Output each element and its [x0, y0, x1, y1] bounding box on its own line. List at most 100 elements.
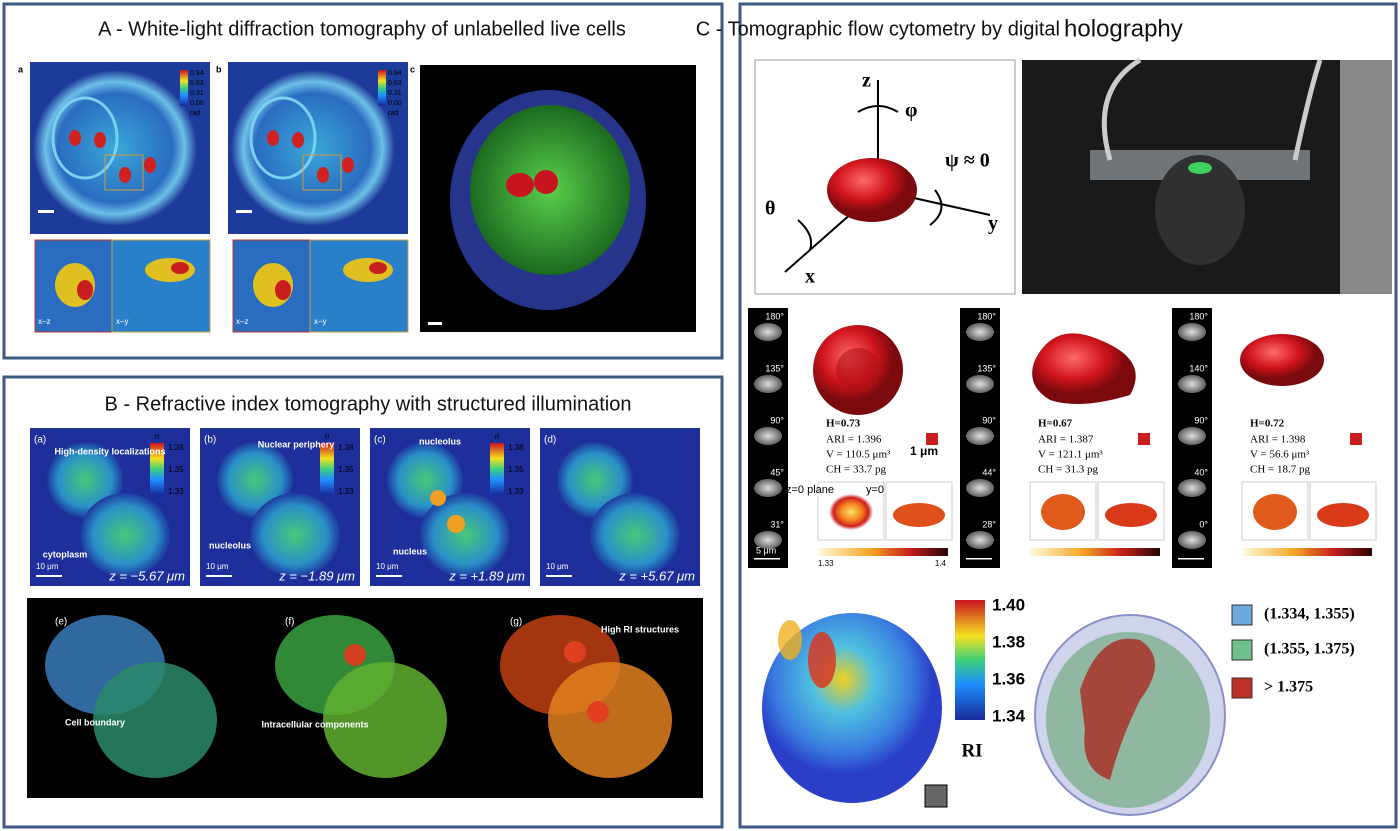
cell-3d [323, 662, 447, 778]
angle-label: 31° [770, 519, 784, 529]
slice-shape [1253, 494, 1297, 530]
z-label: z = +5.67 μm [618, 568, 695, 583]
objective [1155, 155, 1245, 265]
hotspot [94, 132, 106, 148]
scale-bar [966, 558, 992, 560]
legend-label: (1.334, 1.355) [1264, 606, 1355, 623]
annotation: High-density localizations [54, 446, 165, 456]
scale-bar [546, 575, 572, 577]
annotation: Nuclear periphery [258, 439, 335, 449]
sub-label: (d) [544, 435, 556, 446]
scale-bar [38, 210, 54, 213]
colorbar-unit: rad [388, 110, 398, 117]
annotation: nucleus [393, 546, 427, 556]
colorbar-label: 1.33 [168, 487, 184, 496]
stat-label: ARI = 1.396 [826, 434, 882, 446]
panel-frame [2, 375, 724, 829]
panel-frame [738, 2, 1398, 829]
angle-label: 135° [977, 363, 996, 373]
colorbar-title: RI [961, 740, 982, 761]
sub-label: (e) [55, 617, 67, 628]
ri-hotspot [778, 620, 802, 660]
projection [966, 479, 994, 497]
stat-label: ARI = 1.398 [1250, 434, 1306, 446]
z-label: z = −1.89 μm [278, 568, 355, 583]
nucleolus [447, 515, 465, 533]
colorbar [1242, 548, 1372, 556]
scale-label: 10 μm [376, 562, 399, 571]
range-label: 1.33 [818, 559, 834, 568]
unit-cube [1350, 433, 1362, 445]
projection [1178, 531, 1206, 549]
hotspot [69, 130, 81, 146]
colorbar-label: 1.34 [992, 706, 1026, 725]
bag [1340, 60, 1392, 294]
annotation: nucleolus [209, 540, 251, 550]
rbc-dimple [836, 348, 880, 392]
colorbar-label: 0.00 [388, 100, 402, 107]
unit-cube [926, 433, 938, 445]
panel-title: C - Tomographic flow cytometry by digita… [696, 18, 1060, 40]
inset-label: x–y [314, 317, 326, 326]
colorbar-label: 0.94 [388, 70, 402, 77]
nucleolus-3d [534, 170, 558, 194]
legend-label: (1.355, 1.375) [1264, 641, 1355, 658]
rotation-arrow [929, 189, 943, 226]
sub-label: (c) [374, 435, 386, 446]
inset-label: x–y [116, 317, 128, 326]
scale-label: 10 μm [206, 562, 229, 571]
colorbar-label: 0.00 [190, 100, 204, 107]
sub-label: (g) [510, 617, 522, 628]
hotspot [171, 262, 189, 274]
projection [754, 375, 782, 393]
scale-bar [428, 322, 442, 325]
nucleus [51, 96, 119, 180]
hotspot [292, 132, 304, 148]
colorbar-label: 0.63 [190, 80, 204, 87]
legend-swatch [1231, 639, 1253, 661]
angle-label: 28° [982, 519, 996, 529]
sub-label: (a) [34, 435, 46, 446]
projection [754, 323, 782, 341]
slice-label: y=0 [866, 484, 884, 496]
nucleolus-3d [587, 701, 609, 723]
range-label: 1.4 [935, 559, 947, 568]
rbc-3d [827, 158, 917, 222]
angle-label: 45° [770, 467, 784, 477]
legend-swatch [1231, 604, 1253, 626]
projection [966, 531, 994, 549]
annotation: Intracellular components [261, 719, 368, 729]
colorbar-symbol: n [495, 432, 500, 441]
sub-label: a [18, 64, 24, 74]
projection [754, 479, 782, 497]
cell [420, 493, 510, 577]
nucleus [249, 96, 317, 180]
rotation-arrow [797, 219, 813, 251]
colorbar-label: 0.31 [190, 90, 204, 97]
slice-shape [893, 503, 945, 527]
roi [104, 154, 144, 191]
scale-bar [754, 558, 780, 560]
stat-label: V = 56.6 μm³ [1250, 449, 1310, 461]
colorbar [180, 70, 188, 106]
colorbar [1030, 548, 1160, 556]
projection [1178, 375, 1206, 393]
slice-shape [829, 494, 873, 530]
projection [1178, 427, 1206, 445]
projection [966, 427, 994, 445]
annotation: Cell boundary [65, 717, 125, 727]
rbc-3d [1032, 333, 1136, 404]
angle-label: 44° [982, 467, 996, 477]
scale-bar [206, 575, 232, 577]
inset-xy [111, 239, 211, 333]
colorbar-label: 1.35 [168, 465, 184, 474]
z-label: z = +1.89 μm [448, 568, 525, 583]
projection [966, 323, 994, 341]
hotspot [267, 130, 279, 146]
hotspot [317, 167, 329, 183]
angle-label: 180° [1189, 311, 1208, 321]
panel-frame [2, 2, 724, 360]
angle-label: 180° [765, 311, 784, 321]
colorbar-label: 1.40 [992, 595, 1025, 614]
projection [754, 427, 782, 445]
